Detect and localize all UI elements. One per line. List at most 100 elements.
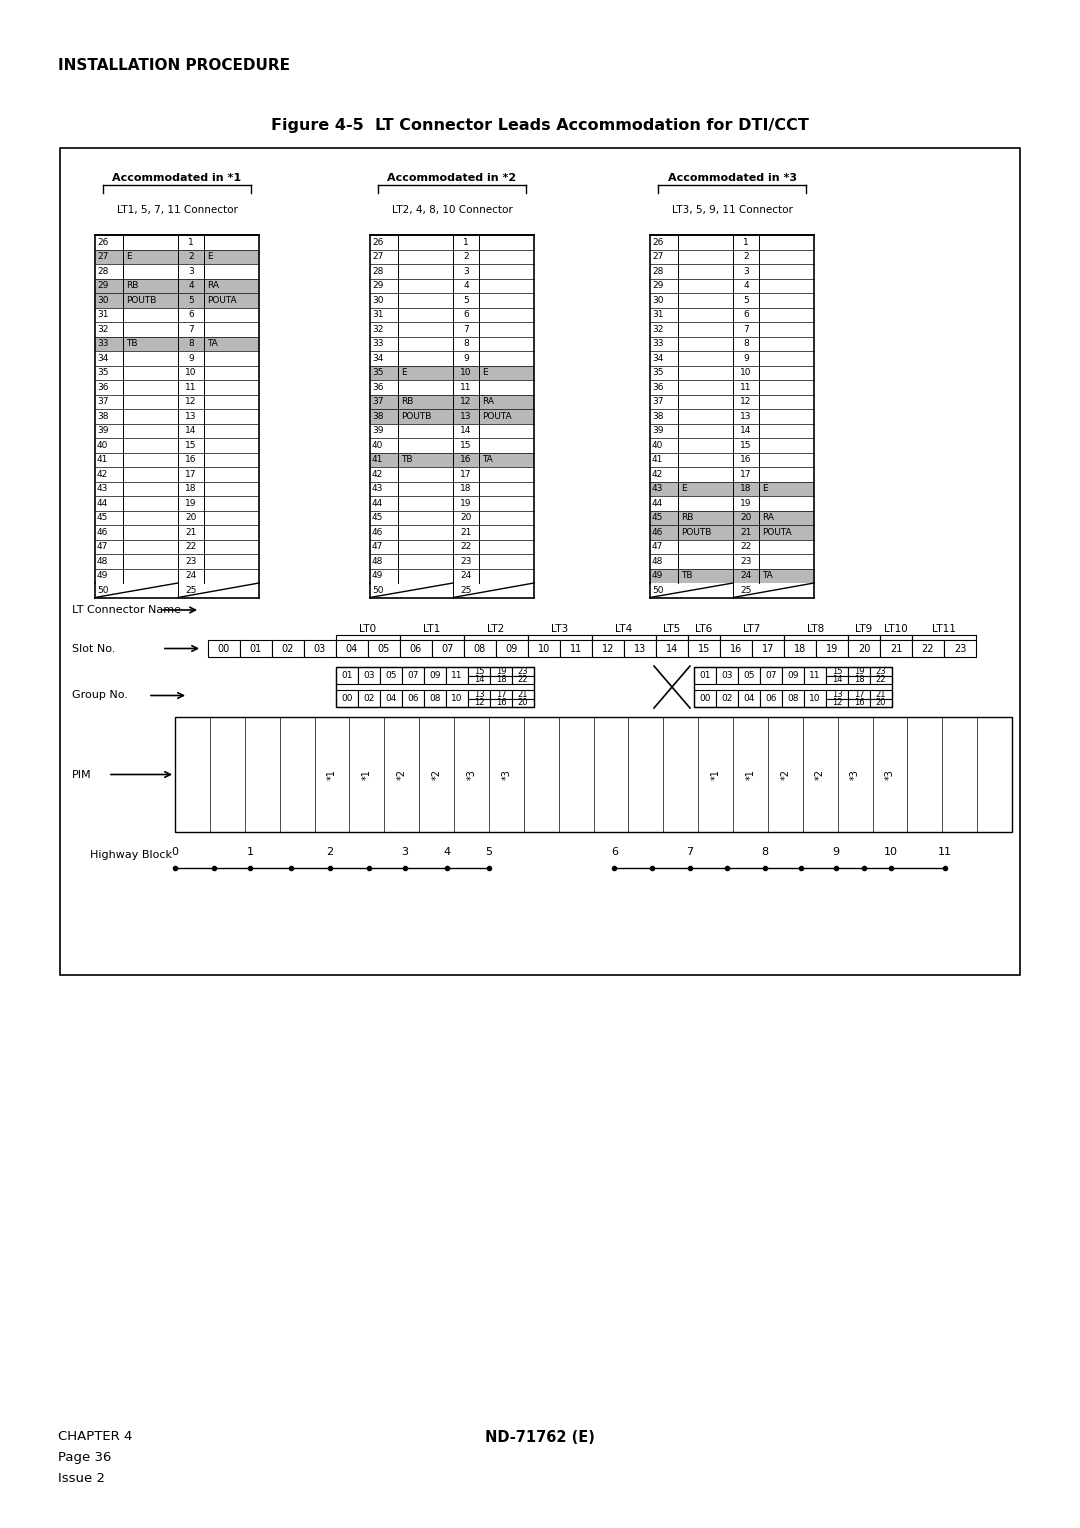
Text: 22: 22 xyxy=(460,542,472,552)
Text: E: E xyxy=(762,484,768,494)
Text: 29: 29 xyxy=(372,281,383,290)
Bar xyxy=(496,640,528,657)
Text: 07: 07 xyxy=(766,671,777,680)
Text: 21: 21 xyxy=(186,527,197,536)
Text: 18: 18 xyxy=(853,675,864,685)
Text: 36: 36 xyxy=(97,382,108,391)
Text: 19: 19 xyxy=(740,498,752,507)
Text: 15: 15 xyxy=(186,440,197,449)
Bar xyxy=(694,668,892,707)
Text: 01: 01 xyxy=(341,671,353,680)
Text: 38: 38 xyxy=(652,411,663,420)
Text: 9: 9 xyxy=(833,847,840,857)
Text: 47: 47 xyxy=(97,542,108,552)
Text: 14: 14 xyxy=(474,675,484,685)
Text: 9: 9 xyxy=(743,354,748,362)
Text: 28: 28 xyxy=(372,267,383,275)
Text: 00: 00 xyxy=(699,694,711,703)
Text: 03: 03 xyxy=(314,643,326,654)
Bar xyxy=(650,510,814,526)
Bar xyxy=(880,640,912,657)
Text: 4: 4 xyxy=(444,847,450,857)
Bar xyxy=(870,668,892,675)
Text: 10: 10 xyxy=(451,694,462,703)
Text: LT11: LT11 xyxy=(932,623,956,634)
Text: 21: 21 xyxy=(460,527,472,536)
Text: 47: 47 xyxy=(652,542,663,552)
Text: 17: 17 xyxy=(853,689,864,698)
Text: 21: 21 xyxy=(740,527,752,536)
Text: 6: 6 xyxy=(463,310,469,319)
Text: 44: 44 xyxy=(652,498,663,507)
Text: 37: 37 xyxy=(372,397,383,406)
Text: 3: 3 xyxy=(463,267,469,275)
Text: 26: 26 xyxy=(652,238,663,246)
Text: *3: *3 xyxy=(501,769,511,779)
Text: TB: TB xyxy=(401,455,413,465)
Bar xyxy=(848,668,870,675)
Text: 8: 8 xyxy=(761,847,769,857)
Bar xyxy=(424,691,446,707)
Bar xyxy=(357,691,380,707)
Text: 06: 06 xyxy=(407,694,419,703)
Text: 09: 09 xyxy=(429,671,441,680)
Text: 10: 10 xyxy=(740,368,752,377)
Text: 34: 34 xyxy=(652,354,663,362)
Text: Slot No.: Slot No. xyxy=(72,643,116,654)
Text: 6: 6 xyxy=(188,310,194,319)
Text: 44: 44 xyxy=(97,498,108,507)
Text: 21: 21 xyxy=(517,689,528,698)
Text: 18: 18 xyxy=(496,675,507,685)
Text: 26: 26 xyxy=(372,238,383,246)
Text: 1: 1 xyxy=(743,238,748,246)
Bar xyxy=(370,452,534,468)
Bar xyxy=(272,640,303,657)
Text: *2: *2 xyxy=(815,769,825,779)
Text: Highway Block: Highway Block xyxy=(90,850,172,860)
Text: 50: 50 xyxy=(652,585,663,594)
Text: 46: 46 xyxy=(372,527,383,536)
Text: 02: 02 xyxy=(721,694,732,703)
Text: 02: 02 xyxy=(282,643,294,654)
Text: 16: 16 xyxy=(730,643,742,654)
Text: 23: 23 xyxy=(517,666,528,675)
Text: 9: 9 xyxy=(188,354,194,362)
Text: 13: 13 xyxy=(186,411,197,420)
Text: 32: 32 xyxy=(652,325,663,333)
Text: 24: 24 xyxy=(741,571,752,581)
Text: Figure 4-5  LT Connector Leads Accommodation for DTI/CCT: Figure 4-5 LT Connector Leads Accommodat… xyxy=(271,118,809,133)
Text: 23: 23 xyxy=(876,666,887,675)
Bar xyxy=(870,698,892,707)
Text: 41: 41 xyxy=(372,455,383,465)
Text: 19: 19 xyxy=(854,666,864,675)
Text: RA: RA xyxy=(482,397,494,406)
Text: 33: 33 xyxy=(652,339,663,348)
Text: LT4: LT4 xyxy=(616,623,633,634)
Text: 42: 42 xyxy=(652,469,663,478)
Text: LT1: LT1 xyxy=(423,623,441,634)
Text: 23: 23 xyxy=(186,556,197,565)
Text: 04: 04 xyxy=(346,643,359,654)
Text: 13: 13 xyxy=(634,643,646,654)
Bar xyxy=(826,691,848,698)
Text: Accommodated in *2: Accommodated in *2 xyxy=(388,173,516,183)
Text: LT10: LT10 xyxy=(885,623,908,634)
Bar xyxy=(468,698,490,707)
Bar xyxy=(380,668,402,685)
Text: 20: 20 xyxy=(186,513,197,523)
Text: 2: 2 xyxy=(463,252,469,261)
Text: 30: 30 xyxy=(372,296,383,304)
Text: 13: 13 xyxy=(460,411,472,420)
Bar xyxy=(370,410,534,423)
Text: 21: 21 xyxy=(876,689,887,698)
Bar xyxy=(402,668,424,685)
Text: 11: 11 xyxy=(809,671,821,680)
Text: 16: 16 xyxy=(740,455,752,465)
Text: E: E xyxy=(126,252,132,261)
Bar xyxy=(512,675,534,685)
Bar xyxy=(650,526,814,539)
Text: 46: 46 xyxy=(652,527,663,536)
Bar xyxy=(804,668,826,685)
Text: *1: *1 xyxy=(745,769,755,779)
Text: 16: 16 xyxy=(853,698,864,707)
